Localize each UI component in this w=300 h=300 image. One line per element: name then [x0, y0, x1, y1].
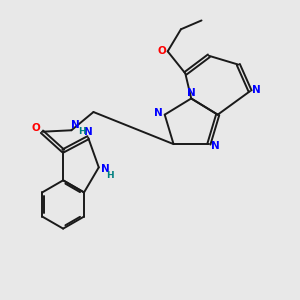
Text: N: N [154, 108, 163, 118]
Text: H: H [78, 127, 85, 136]
Text: N: N [101, 164, 110, 174]
Text: H: H [106, 171, 114, 180]
Text: O: O [158, 46, 166, 56]
Text: N: N [252, 85, 261, 94]
Text: N: N [211, 141, 220, 151]
Text: N: N [84, 127, 92, 137]
Text: O: O [31, 123, 40, 133]
Text: N: N [187, 88, 196, 98]
Text: N: N [70, 120, 79, 130]
